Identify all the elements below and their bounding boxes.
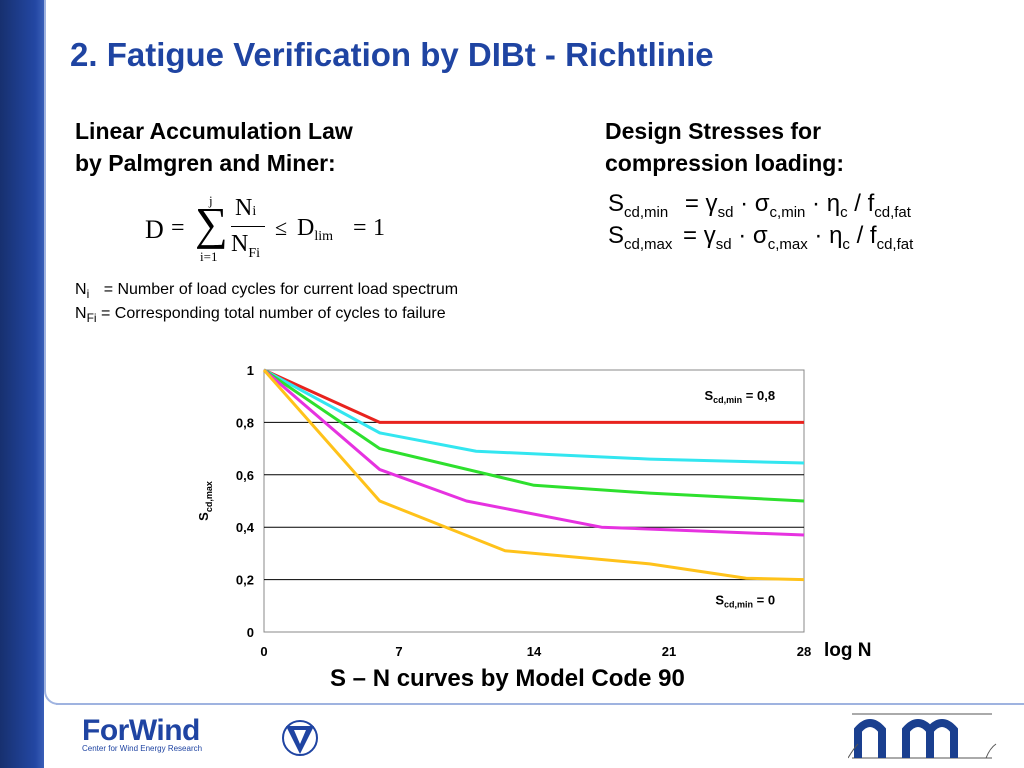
footer-rule [56,703,1024,705]
dlim-d: D [297,215,315,241]
definition-nfi-sub: Fi [86,311,97,326]
x-tick-label: 21 [662,644,676,659]
eq-min-f-sub: cd,fat [874,203,911,221]
denominator-n: N [231,231,249,257]
formula-one: 1 [373,215,385,241]
series-line-3 [263,368,805,503]
annotation-sub: cd,min [724,599,753,609]
series-line-1 [263,368,804,424]
y-tick-label: 1 [247,363,254,378]
x-tick-label: 14 [527,644,542,659]
formula-denominator: NFi [231,231,260,262]
accumulation-heading: Linear Accumulation Law by Palmgren and … [75,115,353,179]
logo-wordmark: ForWind [82,714,200,747]
eq-max-gamma-sub: sd [715,235,732,253]
y-tick-label: 0,4 [236,520,255,535]
x-tick-label: 28 [797,644,811,659]
equation-scd-min: Scd,min = γsd · σc,min · ηc / fcd,fat [608,190,911,221]
design-stress-heading: Design Stresses for compression loading: [605,115,844,179]
definition-ni-text: = Number of load cycles for current load… [103,281,459,298]
annotation-scd-min-1: Scd,min = 0,8 [704,388,775,405]
logo-tagline: Center for Wind Energy Research [82,744,203,753]
chart-caption: S – N curves by Model Code 90 [330,665,685,692]
formula-dlim: Dlim [297,215,333,245]
equation-scd-max: Scd,max = γsd · σc,max · ηc / fcd,fat [608,222,913,253]
y-tick-label: 0,2 [236,573,254,588]
x-axis-label: log N [824,640,872,661]
x-tick-label: 7 [395,644,402,659]
eq-min-eta-sub: c [840,203,848,221]
definition-nfi: NFi = Corresponding total number of cycl… [75,305,446,325]
annotation-main: S [704,388,713,403]
eq-max-sigma: · σ [731,222,768,249]
annotation-value: = 0 [753,592,775,607]
formula-equals-2: = [353,215,367,241]
definition-ni-symbol: N [75,281,87,298]
y-tick-label: 0 [247,625,254,640]
eq-min-gamma: = γ [684,190,718,217]
eq-max-f: / f [849,222,877,249]
formula-leq: ≤ [275,215,288,240]
eq-min-eta: · η [805,190,841,217]
eq-max-eta-sub: c [842,235,850,253]
annotation-scd-min-2: Scd,min = 0 [715,592,775,609]
series-line-2 [263,368,805,465]
forwind-logo: ForWind Center for Wind Energy Research [82,714,318,756]
sidebar-band [0,0,44,768]
formula-upper-limit: j [209,193,213,208]
annotation-sub: cd,min [713,395,742,405]
eq-min-sigma: · σ [733,190,770,217]
numerator-sub: i [252,204,257,219]
eq-min-sigma-sub: c,min [769,203,806,221]
eq-max-s-sub: cd,max [624,235,673,253]
y-tick-label: 0,6 [236,468,254,483]
definition-ni-sub: i [86,287,90,302]
eq-max-s: S [608,222,625,249]
eq-max-f-sub: cd,fat [876,235,914,253]
fraction-bar [231,226,265,227]
formula-d: D [145,215,164,244]
design-stress-heading-line1: Design Stresses for [605,118,822,144]
bridge-logo-icon [848,713,997,759]
accumulation-heading-line1: Linear Accumulation Law [75,118,353,144]
numerator-n: N [235,195,253,221]
y-axis-label-main: S [196,512,211,521]
eq-min-gamma-sub: sd [717,203,734,221]
denominator-sub: Fi [248,246,261,261]
annotation-value: = 0,8 [742,388,775,403]
design-stress-heading-line2: compression loading: [605,150,844,176]
eq-min-s: S [608,190,625,217]
eq-min-f: / f [847,190,875,217]
slide-title: 2. Fatigue Verification by DIBt - Richtl… [70,36,714,73]
eq-max-eta: · η [807,222,843,249]
accumulation-heading-line2: by Palmgren and Miner: [75,150,336,176]
annotation-main: S [715,592,724,607]
y-tick-label: 0,8 [236,415,254,430]
formula-equals: = [171,215,185,241]
y-axis-label: Scd,max [196,481,214,521]
series-line-4 [263,368,805,537]
sum-symbol: ∑ [195,198,228,249]
definition-nfi-symbol: N [75,305,87,322]
eq-max-gamma: = γ [683,222,716,249]
formula-numerator: Ni [235,195,256,222]
dlim-sub: lim [314,229,334,244]
definition-ni: Ni = Number of load cycles for current l… [75,281,458,301]
series-line-5 [262,369,805,582]
definition-nfi-text: = Corresponding total number of cycles t… [101,305,446,322]
miner-formula: D = j ∑ i=1 Ni NFi ≤ Dlim = 1 [145,193,405,270]
formula-lower-limit: i=1 [200,249,218,264]
x-tick-label: 0 [260,644,267,659]
eq-min-s-sub: cd,min [624,203,669,221]
wind-turbine-icon [282,720,318,756]
y-axis-label-sub: cd,max [204,481,214,512]
eq-max-sigma-sub: c,max [767,235,808,253]
